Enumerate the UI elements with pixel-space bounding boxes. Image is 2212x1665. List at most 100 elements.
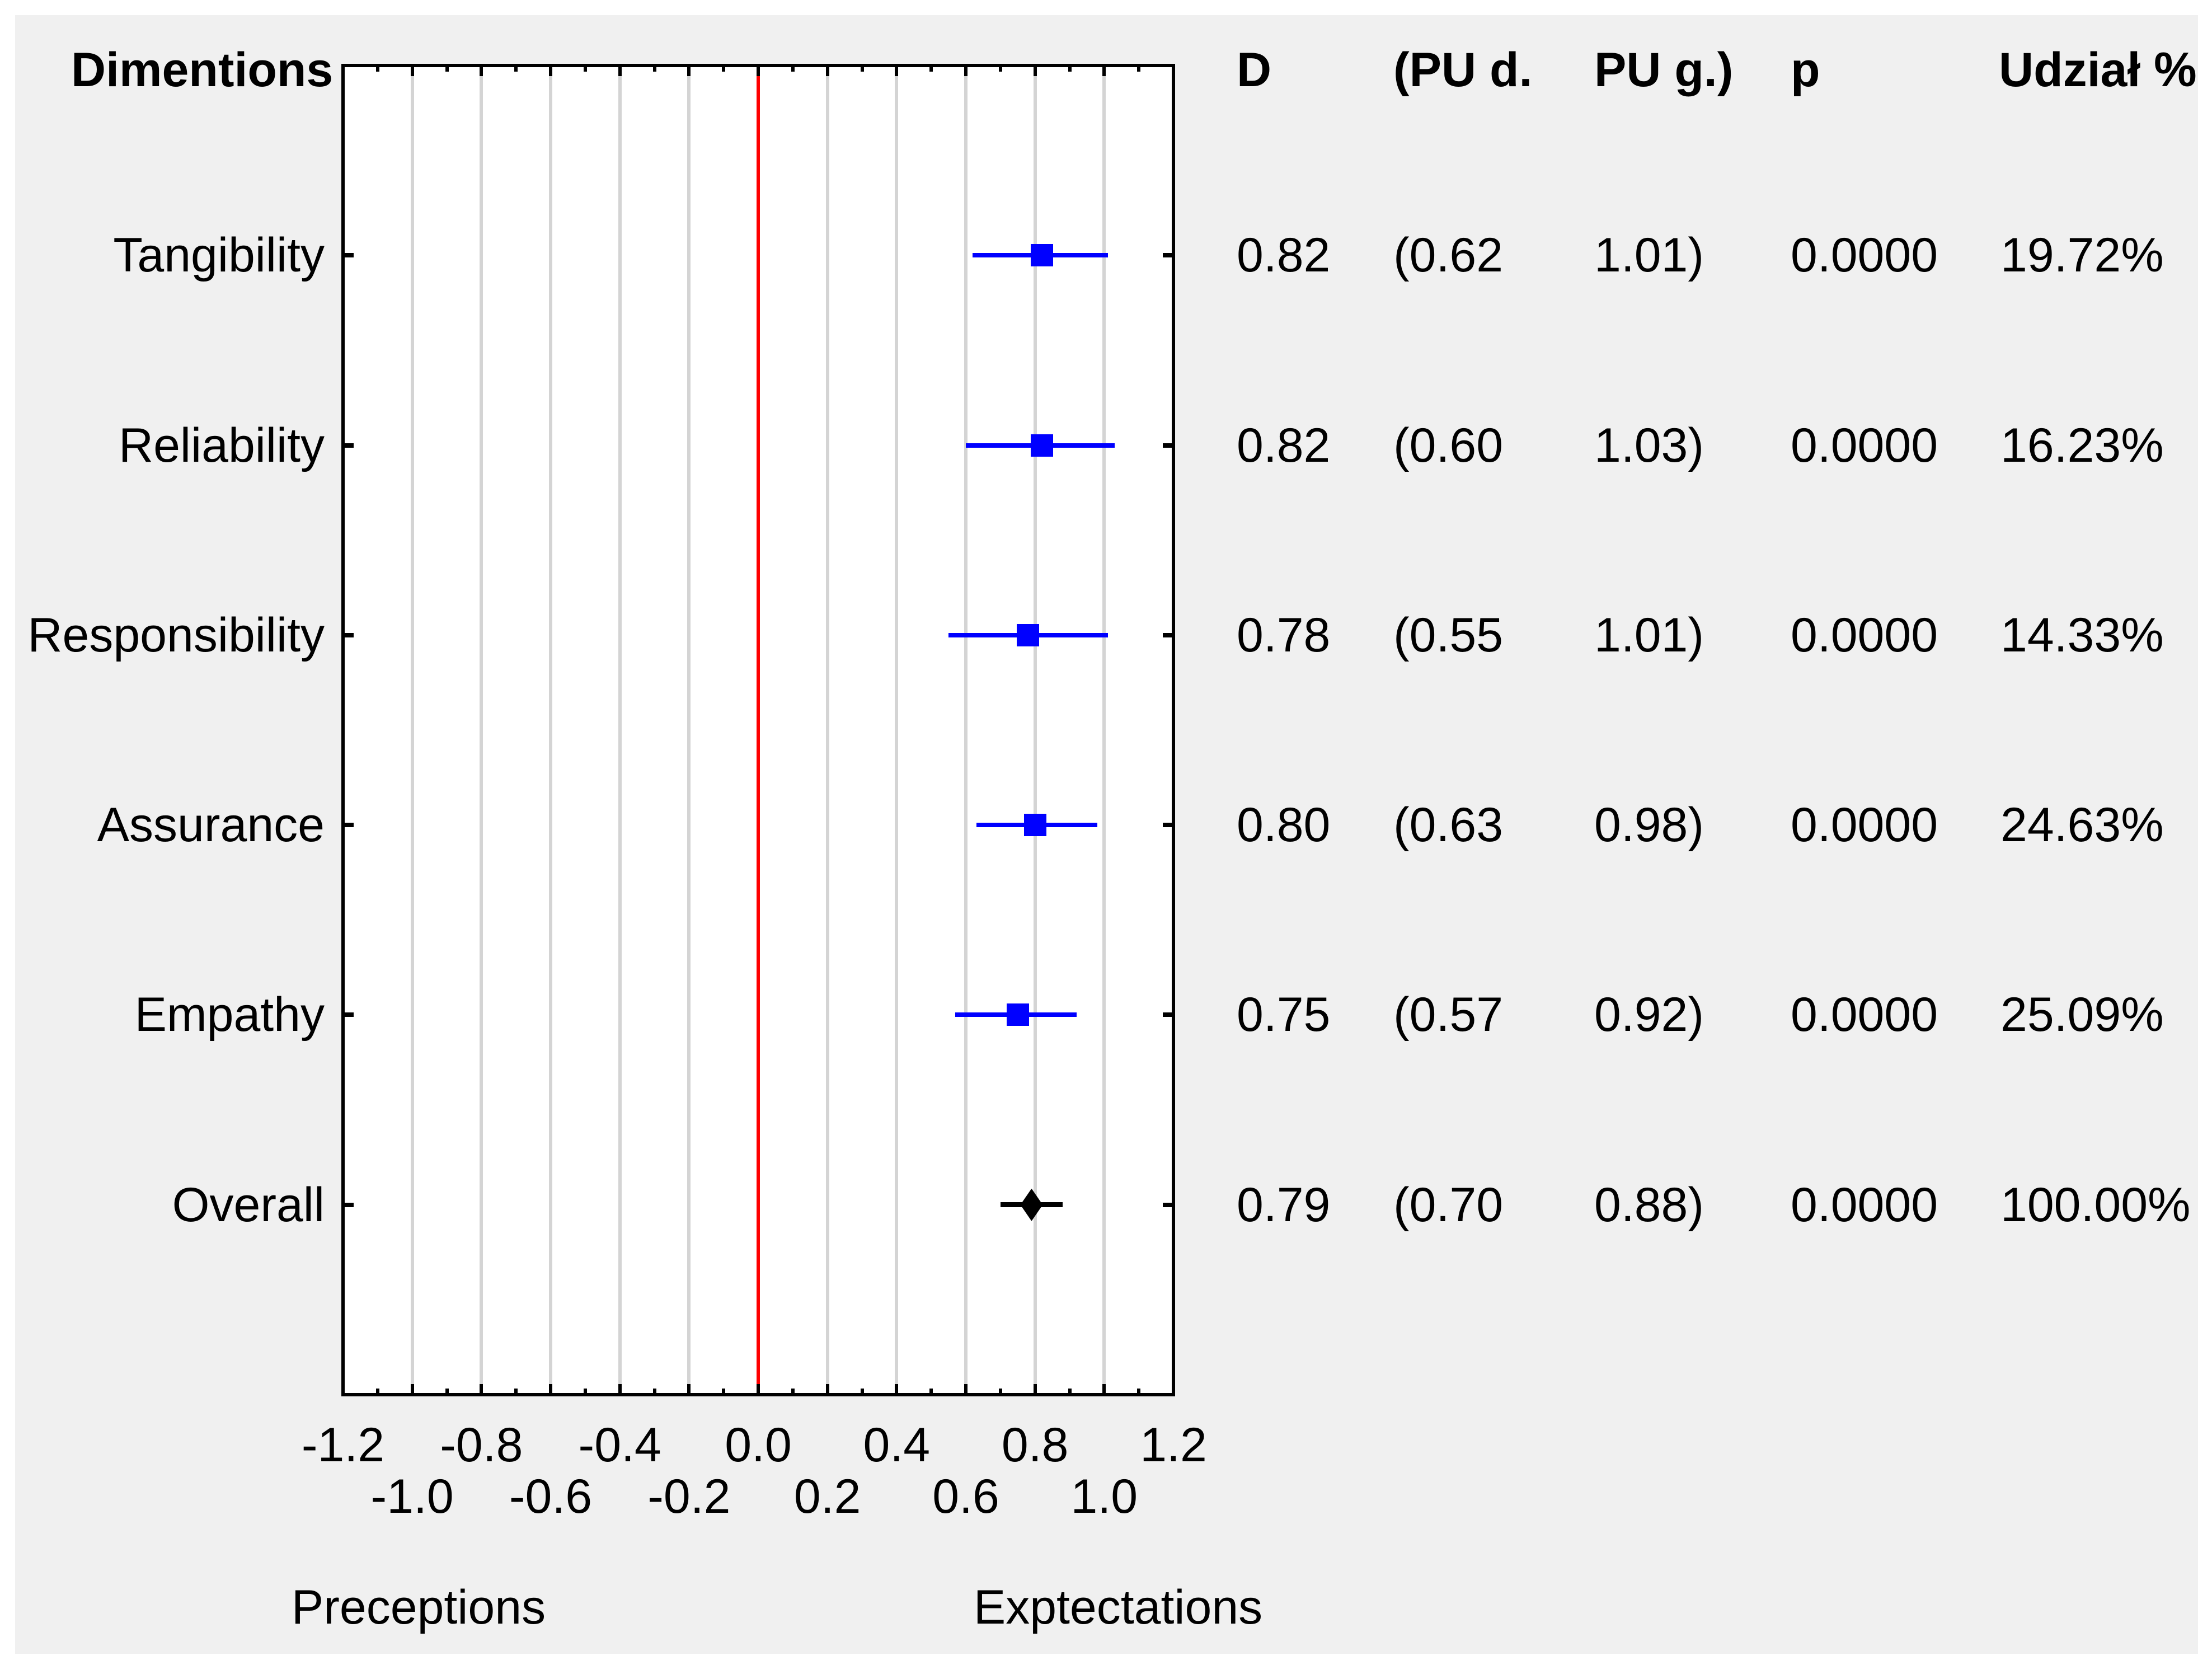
cell-ci-high: 0.92)	[1594, 988, 1704, 1042]
cell-d: 0.79	[1237, 1178, 1331, 1232]
x-axis-tick	[964, 1384, 968, 1393]
x-axis-tick	[687, 1384, 691, 1393]
effect-marker-square	[1023, 814, 1046, 837]
x-axis-tick	[998, 67, 1002, 72]
cell-p: 0.0000	[1791, 418, 1938, 472]
row-tick	[345, 253, 354, 258]
x-axis-tick	[895, 67, 899, 76]
cell-p: 0.0000	[1791, 798, 1938, 852]
x-tick-label: -0.8	[440, 1418, 523, 1472]
cell-p: 0.0000	[1791, 228, 1938, 283]
cell-d: 0.82	[1237, 228, 1331, 283]
cell-share: 19.72%	[2000, 228, 2164, 283]
row-tick	[1163, 632, 1172, 637]
x-axis-caption-perceptions: Preceptions	[291, 1580, 546, 1634]
x-tick-label: 0.2	[793, 1470, 861, 1523]
effect-marker-square	[1031, 244, 1054, 267]
x-tick-label: 0.4	[863, 1418, 931, 1472]
x-axis-tick	[1033, 1384, 1037, 1393]
cell-share: 24.63%	[2000, 798, 2164, 852]
x-axis-tick	[929, 67, 933, 72]
x-axis-tick	[410, 67, 414, 76]
x-tick-label: 0.8	[1001, 1418, 1069, 1472]
x-axis-tick	[618, 1384, 622, 1393]
x-tick-label: 1.2	[1140, 1418, 1207, 1472]
cell-ci-high: 0.98)	[1594, 798, 1704, 852]
x-axis-tick	[445, 67, 449, 72]
x-axis-tick	[445, 1389, 449, 1393]
gridline	[825, 67, 829, 1393]
gridline	[1033, 67, 1037, 1393]
cell-ci-high: 0.88)	[1594, 1178, 1704, 1232]
x-axis-tick	[1102, 1384, 1106, 1393]
x-axis-tick	[480, 1384, 483, 1393]
x-axis-tick	[860, 67, 864, 72]
row-tick	[345, 443, 354, 448]
x-axis-caption-expectations: Exptectations	[973, 1580, 1263, 1634]
cell-share: 25.09%	[2000, 988, 2164, 1042]
effect-marker-square	[1006, 1003, 1029, 1026]
x-axis-tick	[480, 67, 483, 76]
dimension-label: Assurance	[97, 798, 325, 852]
x-axis-tick	[618, 67, 622, 76]
row-tick	[1163, 443, 1172, 448]
gridline	[895, 67, 899, 1393]
x-axis-tick	[722, 1389, 726, 1393]
x-axis-tick	[860, 1389, 864, 1393]
x-axis-tick	[1102, 67, 1106, 76]
zero-reference-line	[757, 67, 760, 1393]
cell-ci-low: (0.70	[1393, 1178, 1504, 1232]
x-axis-tick	[1137, 67, 1141, 72]
dimension-label: Responsibility	[27, 608, 325, 662]
x-axis-tick	[549, 1384, 552, 1393]
dimension-label: Empathy	[134, 988, 325, 1042]
x-axis-tick	[791, 1389, 795, 1393]
col-header-ci-high: PU g.)	[1594, 43, 1734, 97]
cell-ci-low: (0.55	[1393, 608, 1504, 662]
x-axis-tick	[549, 67, 552, 76]
gridline	[410, 67, 414, 1393]
x-axis-tick	[825, 67, 829, 76]
gridline	[480, 67, 483, 1393]
x-axis-tick	[687, 67, 691, 76]
cell-ci-low: (0.60	[1393, 418, 1504, 472]
x-axis-tick	[375, 1389, 379, 1393]
x-axis-tick	[1068, 67, 1072, 72]
cell-p: 0.0000	[1791, 1178, 1938, 1232]
x-axis-tick	[757, 1384, 760, 1393]
x-axis-tick	[895, 1384, 899, 1393]
x-axis-tick	[410, 1384, 414, 1393]
cell-p: 0.0000	[1791, 988, 1938, 1042]
row-tick	[345, 1202, 354, 1207]
overall-marker-diamond	[1020, 1188, 1043, 1221]
x-axis-tick	[998, 1389, 1002, 1393]
x-tick-label: 0.0	[725, 1418, 792, 1472]
x-axis-tick	[929, 1389, 933, 1393]
x-axis-tick	[514, 1389, 518, 1393]
x-axis-tick	[583, 1389, 587, 1393]
x-tick-label: -0.4	[578, 1418, 661, 1472]
cell-d: 0.78	[1237, 608, 1331, 662]
row-tick	[1163, 1202, 1172, 1207]
x-tick-label: -1.0	[370, 1470, 454, 1523]
x-tick-label: -0.2	[647, 1470, 731, 1523]
x-axis-tick	[514, 67, 518, 72]
x-tick-label: -0.6	[509, 1470, 593, 1523]
col-header-share: Udział %	[1999, 43, 2197, 97]
gridline	[549, 67, 552, 1393]
effect-marker-square	[1031, 434, 1054, 457]
cell-ci-high: 1.01)	[1594, 608, 1704, 662]
dimension-label: Reliability	[118, 418, 325, 472]
x-axis-tick	[652, 67, 656, 72]
x-axis-tick	[1033, 67, 1037, 76]
cell-ci-low: (0.57	[1393, 988, 1504, 1042]
x-tick-label: 0.6	[932, 1470, 999, 1523]
cell-ci-high: 1.03)	[1594, 418, 1704, 472]
x-axis-tick	[583, 67, 587, 72]
row-tick	[1163, 253, 1172, 258]
gridline	[687, 67, 691, 1393]
x-axis-tick	[825, 1384, 829, 1393]
gridline	[964, 67, 968, 1393]
row-tick	[345, 1012, 354, 1017]
